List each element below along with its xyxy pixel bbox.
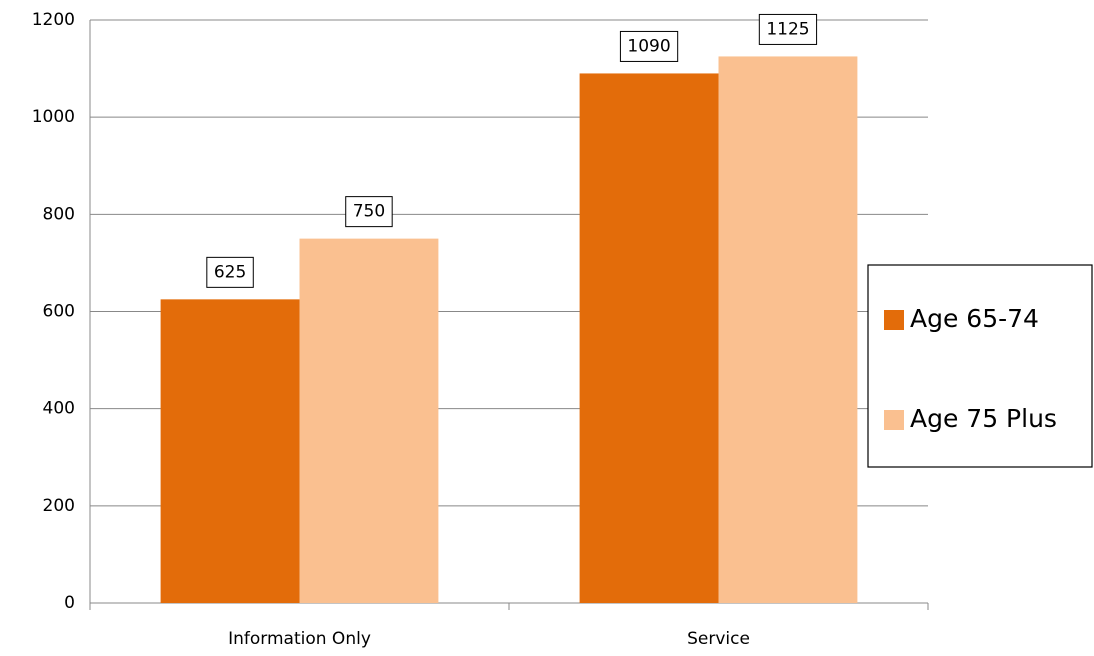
legend-swatch	[884, 310, 904, 330]
data-label-box	[345, 196, 393, 228]
x-tick-label: Information Only	[228, 629, 371, 649]
data-label: 750	[353, 202, 385, 222]
data-label: 625	[214, 262, 246, 282]
y-tick-label: 400	[43, 399, 75, 419]
data-label: 1090	[627, 36, 670, 56]
y-tick-label: 1000	[32, 107, 75, 127]
y-tick-label: 1200	[32, 10, 75, 30]
bar	[299, 238, 439, 603]
legend-label: Age 75 Plus	[910, 404, 1057, 433]
legend-swatch	[884, 410, 904, 430]
legend-label: Age 65-74	[910, 304, 1039, 333]
bar	[718, 56, 858, 603]
y-tick-label: 200	[43, 496, 75, 516]
data-label-box	[619, 30, 679, 62]
y-tick-label: 0	[64, 593, 75, 613]
y-tick-label: 800	[43, 204, 75, 224]
bar	[579, 73, 719, 604]
legend-box	[867, 264, 1093, 468]
data-label-box	[206, 256, 254, 288]
bar	[160, 299, 300, 603]
data-label: 1125	[766, 19, 809, 39]
data-label-box	[758, 13, 818, 45]
y-tick-label: 600	[43, 302, 75, 322]
x-tick-label: Service	[687, 629, 750, 649]
